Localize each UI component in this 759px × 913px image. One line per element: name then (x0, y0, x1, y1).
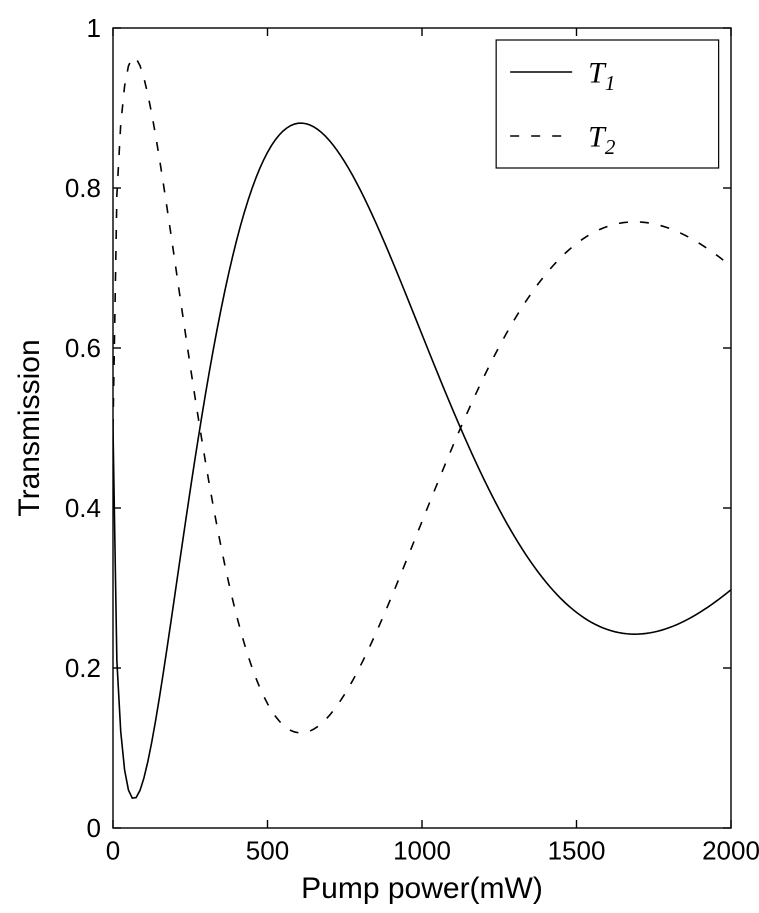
xtick-label: 0 (106, 835, 120, 865)
xtick-label: 2000 (702, 835, 759, 865)
y-axis-label: Transmission (13, 339, 46, 516)
ytick-label: 0.4 (65, 493, 101, 523)
ytick-label: 1 (87, 13, 101, 43)
chart-container: 0 500 1000 1500 2000 0 0.2 0.4 0.6 0.8 1 Pump power… (0, 0, 759, 913)
ytick-label: 0.8 (65, 173, 101, 203)
ytick-label: 0.2 (65, 653, 101, 683)
ytick-label: 0.6 (65, 333, 101, 363)
x-axis-label: Pump power(mW) (301, 872, 543, 905)
ytick-label: 0 (87, 813, 101, 843)
xtick-label: 500 (246, 835, 289, 865)
chart-svg: 0 500 1000 1500 2000 0 0.2 0.4 0.6 0.8 1 Pump power… (0, 0, 759, 913)
legend: T1T2 (496, 40, 718, 168)
xtick-label: 1000 (393, 835, 451, 865)
xtick-label: 1500 (548, 835, 606, 865)
